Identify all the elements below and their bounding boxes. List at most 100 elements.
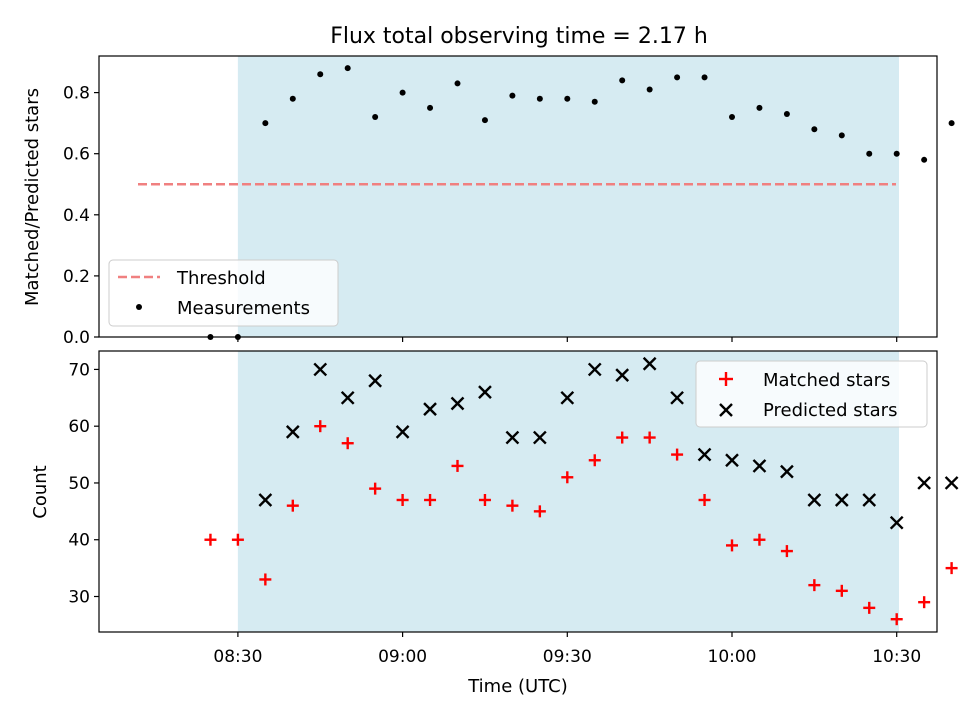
matched-star-point [561, 471, 574, 484]
predicted-star-point [834, 493, 849, 507]
matched-star-point [808, 579, 821, 592]
bottom-panel: 30 40 50 60 70 08:30 09:00 09:30 10:00 10:30 Cou… [30, 350, 959, 697]
measurements-legend-swatch [136, 304, 142, 310]
bottom-y-tick-label: 70 [68, 360, 90, 380]
predicted-star-point [889, 515, 904, 530]
measurement-point [344, 65, 351, 72]
predicted-star-point [258, 493, 273, 507]
predicted-star-point [285, 425, 300, 439]
predicted-star-point [505, 430, 520, 445]
top-data-marks [138, 65, 955, 340]
measurement-point [921, 156, 928, 163]
predicted-star-point [780, 464, 794, 479]
x-tick-label: 09:30 [543, 647, 592, 667]
bottom-y-tick-label: 40 [68, 531, 90, 551]
measurement-point [674, 74, 681, 81]
matched-star-point [424, 493, 437, 506]
measurement-point [262, 120, 269, 127]
matched-star-point [698, 493, 711, 506]
top-observing-window-shade [237, 56, 899, 337]
measurement-point [454, 80, 461, 87]
predicted-star-point [944, 476, 959, 490]
matched-star-point [506, 499, 519, 512]
x-tick-label: 10:00 [708, 647, 757, 667]
top-plot-frame [98, 55, 938, 338]
measurement-point [536, 95, 543, 102]
measurement-point [564, 95, 571, 102]
matched-star-point [478, 493, 491, 506]
predicted-star-point [313, 362, 328, 377]
predicted-legend-label: Predicted stars [763, 400, 897, 421]
top-legend-box [108, 259, 339, 327]
predicted-star-point [917, 476, 931, 490]
bottom-y-axis-label: Count [30, 465, 51, 518]
predicted-star-point [862, 493, 877, 507]
chart-title: Flux total observing time = 2.17 h [330, 24, 708, 49]
measurement-point [289, 95, 296, 102]
measurement-point [619, 77, 626, 84]
x-tick-label: 10:30 [872, 647, 921, 667]
measurement-point [427, 104, 434, 111]
top-y-axis: 0.0 0.2 0.4 0.6 0.8 [63, 84, 99, 348]
bottom-y-tick-label: 50 [68, 474, 90, 494]
matched-legend-swatch [719, 372, 733, 386]
bottom-plot-frame [98, 350, 938, 633]
measurement-point [646, 86, 653, 93]
measurement-point [372, 114, 379, 121]
measurement-point [399, 89, 406, 96]
matched-star-point [835, 584, 848, 597]
bottom-y-axis: 30 40 50 60 70 [68, 360, 99, 608]
top-y-tick-label: 0.6 [63, 145, 90, 165]
predicted-star-point [450, 396, 465, 411]
matched-star-point [286, 499, 299, 512]
matched-star-point [780, 545, 793, 558]
predicted-star-point [340, 390, 355, 405]
matched-star-point [533, 505, 546, 518]
measurement-point [701, 74, 708, 81]
bottom-data-marks [204, 356, 959, 626]
predicted-star-point [395, 425, 410, 439]
measurement-point [481, 117, 488, 124]
predicted-star-point [368, 373, 382, 388]
predicted-star-point [533, 430, 547, 445]
measurement-point [948, 120, 955, 127]
top-y-tick-label: 0.0 [63, 328, 90, 348]
threshold-legend-label: Threshold [176, 268, 266, 289]
top-x-ticks [237, 337, 898, 342]
predicted-star-point [697, 447, 712, 462]
top-y-tick-label: 0.4 [63, 206, 90, 226]
matched-star-point [451, 459, 464, 472]
predicted-star-point [560, 390, 575, 405]
matched-star-point [863, 601, 876, 614]
bottom-y-tick-label: 30 [68, 588, 90, 608]
measurement-point [783, 110, 790, 117]
top-y-tick-label: 0.8 [63, 84, 90, 104]
measurement-point [591, 98, 598, 105]
matched-star-point [204, 533, 217, 546]
matched-star-point [753, 533, 766, 546]
matched-star-point [259, 573, 272, 586]
measurement-point [756, 104, 763, 111]
matched-star-point [588, 454, 601, 467]
matched-star-point [341, 437, 354, 450]
x-axis-label: Time (UTC) [467, 676, 568, 697]
matched-star-point [671, 448, 684, 461]
measurement-point [866, 150, 873, 157]
predicted-star-point [423, 402, 437, 417]
measurement-point [811, 126, 818, 133]
matched-star-point [726, 539, 738, 552]
measurements-legend-label: Measurements [177, 298, 310, 319]
matched-star-point [396, 493, 409, 506]
predicted-legend-swatch [719, 403, 733, 417]
top-legend: Threshold Measurements [108, 259, 339, 327]
matched-star-point [314, 420, 327, 433]
matched-star-point [643, 431, 656, 444]
bottom-y-tick-label: 60 [68, 417, 90, 437]
matched-star-point [945, 562, 958, 575]
matched-legend-label: Matched stars [763, 370, 890, 391]
bottom-legend: Matched stars Predicted stars [695, 360, 928, 428]
matched-star-point [890, 613, 903, 626]
matched-star-point [918, 596, 931, 609]
top-y-tick-label: 0.2 [63, 267, 90, 287]
